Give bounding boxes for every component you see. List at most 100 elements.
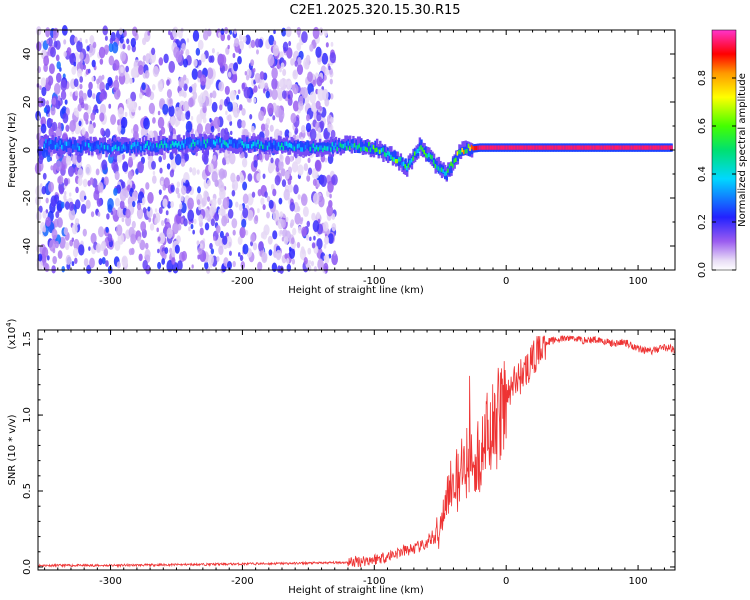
heatmap-ridge-cell: [331, 142, 335, 147]
heatmap-noise-cell: [90, 232, 97, 244]
heatmap-ridge-cell: [437, 166, 441, 171]
heatmap-ridge-cell: [187, 137, 191, 146]
heatmap-noise-cell: [279, 79, 284, 88]
heatmap-noise-cell: [103, 176, 109, 186]
heatmap-ridge-cell: [53, 140, 56, 149]
heatmap-ridge-cell: [372, 144, 376, 150]
heatmap-noise-cell: [306, 220, 311, 228]
heatmap-noise-cell: [86, 53, 89, 59]
heatmap-noise-cell: [215, 224, 221, 234]
heatmap-noise-cell: [251, 191, 256, 198]
heatmap-noise-cell: [76, 40, 83, 53]
heatmap-ridge-cell: [293, 140, 297, 149]
heatmap-ridge-cell: [160, 140, 164, 146]
heatmap-noise-cell: [169, 169, 175, 178]
heatmap-noise-cell: [89, 52, 92, 58]
heatmap-noise-cell: [262, 173, 266, 179]
heatmap-noise-cell: [239, 171, 243, 178]
heatmap-ridge-cell: [122, 144, 126, 149]
heatmap-noise-cell: [38, 155, 44, 165]
heatmap-ridge-cell: [184, 140, 187, 150]
heatmap-noise-cell: [169, 125, 174, 134]
heatmap-noise-cell: [242, 207, 249, 219]
heatmap-noise-cell: [124, 189, 129, 198]
heatmap-noise-cell: [114, 171, 120, 181]
heatmap-noise-cell: [242, 193, 249, 205]
heatmap-noise-cell: [287, 90, 293, 101]
heatmap-noise-cell: [53, 40, 58, 48]
heatmap-noise-cell: [50, 165, 54, 171]
heatmap-ridge-cell: [349, 145, 352, 151]
heatmap-ridge-cell: [412, 156, 415, 161]
heatmap-noise-cell: [45, 100, 50, 106]
heatmap-ridge-cell: [519, 145, 523, 150]
heatmap-noise-cell: [244, 70, 248, 76]
spectrogram-x-label: Height of straight line (km): [288, 285, 424, 296]
heatmap-ridge-cell: [86, 139, 89, 149]
heatmap-ridge-cell: [155, 143, 159, 153]
heatmap-ridge-cell: [320, 145, 323, 150]
heatmap-noise-cell: [158, 232, 166, 244]
heatmap-noise-cell: [69, 192, 72, 197]
heatmap-noise-cell: [172, 262, 179, 274]
heatmap-ridge-cell: [375, 147, 379, 152]
heatmap-ridge-cell: [57, 144, 61, 149]
heatmap-ridge-cell: [149, 142, 153, 152]
heatmap-ridge-cell: [611, 145, 615, 150]
heatmap-noise-cell: [253, 97, 257, 103]
heatmap-noise-cell: [169, 151, 174, 161]
heatmap-ridge-cell: [108, 147, 111, 152]
heatmap-noise-cell: [119, 36, 124, 44]
heatmap-noise-cell: [92, 41, 97, 49]
heatmap-noise-cell: [221, 215, 228, 227]
heatmap-noise-cell: [151, 160, 156, 170]
colorbar-gradient: [712, 30, 736, 270]
heatmap-noise-cell: [254, 72, 261, 84]
heatmap-noise-cell: [302, 206, 309, 218]
heatmap-noise-cell: [87, 68, 91, 74]
heatmap-noise-cell: [284, 170, 290, 180]
heatmap-ridge-cell: [76, 143, 80, 148]
heatmap-ridge-cell: [374, 148, 377, 153]
heatmap-noise-cell: [117, 124, 122, 133]
heatmap-ridge-cell: [651, 145, 654, 150]
heatmap-ridge-cell: [282, 141, 285, 151]
heatmap-ridge-cell: [59, 140, 62, 155]
heatmap-noise-cell: [162, 103, 169, 115]
heatmap-ridge-cell: [480, 145, 483, 150]
heatmap-noise-cell: [227, 114, 232, 123]
heatmap-noise-cell: [241, 107, 246, 116]
heatmap-ridge-cell: [494, 145, 498, 150]
heatmap-noise-cell: [48, 127, 54, 137]
heatmap-noise-cell: [174, 244, 180, 254]
heatmap-noise-cell: [193, 59, 198, 67]
heatmap-noise-cell: [79, 52, 84, 61]
heatmap-ridge-cell: [371, 145, 374, 154]
heatmap-noise-cell: [218, 32, 221, 38]
heatmap-noise-cell: [199, 227, 204, 236]
heatmap-ridge-cell: [426, 154, 429, 159]
heatmap-ridge-cell: [298, 143, 301, 148]
heatmap-noise-cell: [264, 82, 269, 90]
heatmap-noise-cell: [136, 207, 144, 220]
heatmap-ridge-cell: [326, 142, 330, 151]
heatmap-noise-cell: [53, 82, 61, 95]
heatmap-ridge-cell: [168, 140, 172, 149]
heatmap-noise-cell: [49, 239, 56, 252]
heatmap-noise-cell: [116, 261, 121, 269]
heatmap-noise-cell: [286, 263, 292, 272]
heatmap-ridge-cell: [652, 145, 656, 150]
heatmap-noise-cell: [107, 233, 113, 243]
heatmap-ridge-cell: [662, 145, 665, 150]
heatmap-noise-cell: [312, 79, 316, 85]
heatmap-ridge-cell: [375, 138, 379, 154]
heatmap-noise-cell: [196, 199, 201, 206]
heatmap-noise-cell: [126, 38, 130, 45]
heatmap-ridge-cell: [467, 147, 471, 156]
heatmap-ridge-cell: [328, 144, 331, 149]
heatmap-ridge-cell: [366, 142, 369, 151]
heatmap-ridge-cell: [211, 141, 214, 150]
heatmap-ridge-cell: [306, 142, 309, 147]
heatmap-ridge-cell: [312, 143, 316, 148]
heatmap-noise-cell: [211, 47, 215, 54]
